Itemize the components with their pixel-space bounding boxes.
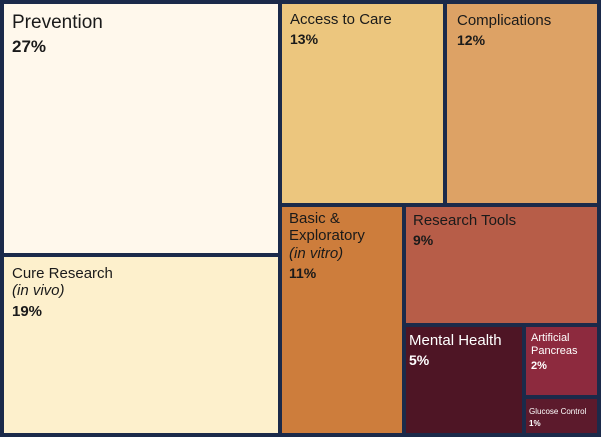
treemap-cell-complications: Complications 12%	[445, 2, 599, 205]
cell-label: Glucose Control	[529, 407, 587, 416]
treemap-cell-research-tools: Research Tools 9%	[404, 205, 599, 325]
cell-value-label: 27%	[12, 36, 47, 56]
cell-sublabel: (in vivo)	[12, 282, 65, 300]
cell-value-label: 9%	[413, 232, 434, 249]
cell-value-label: 11%	[289, 264, 317, 281]
cell-label: Cure Research	[12, 265, 113, 282]
treemap-cell-basic-exploratory: Basic & Exploratory (in vitro) 11%	[280, 205, 404, 435]
treemap-cell-access-to-care: Access to Care 13%	[280, 2, 445, 205]
cell-value-label: 13%	[290, 31, 319, 48]
treemap-cell-artificial-pancreas: Artificial Pancreas 2%	[524, 325, 599, 397]
cell-label: Mental Health	[409, 332, 502, 349]
treemap-cell-glucose-control: Glucose Control 1%	[524, 397, 599, 435]
cell-label: Artificial Pancreas	[531, 332, 578, 357]
cell-label: Prevention	[12, 12, 103, 33]
treemap-cell-mental-health: Mental Health 5%	[404, 325, 524, 435]
cell-value-label: 1%	[529, 419, 541, 429]
cell-value-label: 12%	[457, 32, 486, 49]
cell-label: Basic & Exploratory	[289, 210, 365, 245]
cell-value-label: 5%	[409, 352, 430, 369]
cell-label: Access to Care	[290, 11, 392, 28]
treemap-cell-cure-research: Cure Research (in vivo) 19%	[2, 255, 280, 435]
treemap-cell-prevention: Prevention 27%	[2, 2, 280, 255]
cell-label: Complications	[457, 12, 552, 29]
cell-sublabel: (in vitro)	[289, 244, 344, 262]
cell-label: Research Tools	[413, 212, 517, 229]
cell-value-label: 2%	[531, 360, 547, 373]
cell-value-label: 19%	[12, 302, 43, 320]
